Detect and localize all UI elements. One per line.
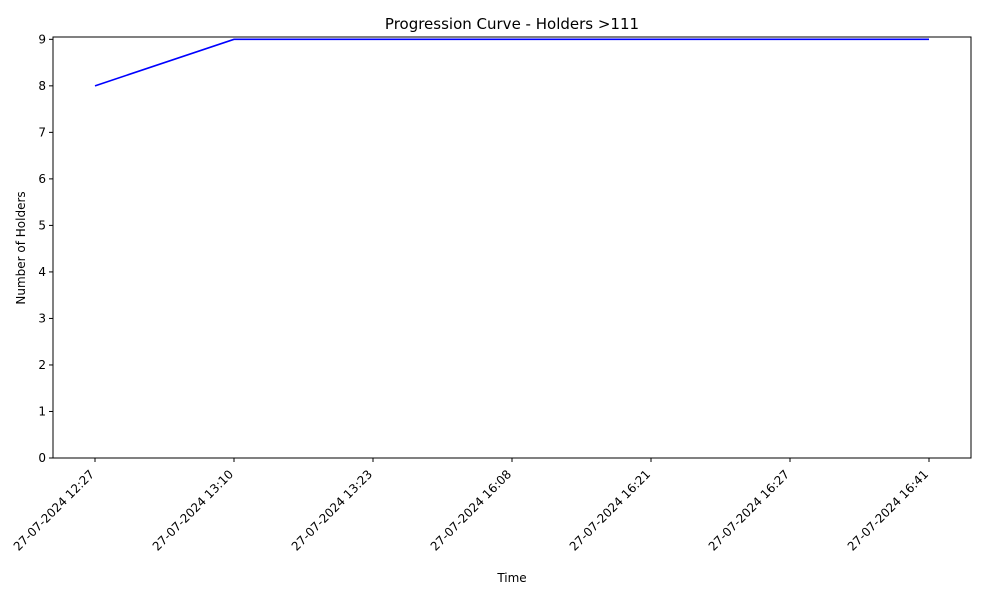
x-tick-label: 27-07-2024 13:23 bbox=[289, 467, 375, 553]
y-tick-label: 0 bbox=[38, 451, 46, 465]
x-tick-label: 27-07-2024 16:08 bbox=[428, 467, 514, 553]
x-tick-label: 27-07-2024 16:41 bbox=[845, 467, 931, 553]
y-tick-label: 1 bbox=[38, 404, 46, 418]
y-tick-label: 8 bbox=[38, 79, 46, 93]
series-line-0 bbox=[94, 38, 929, 87]
x-axis: 27-07-2024 12:27 27-07-2024 13:10 27-07-20… bbox=[11, 458, 931, 554]
chart-title: Progression Curve - Holders >111 bbox=[385, 15, 639, 33]
y-axis: 0 1 2 3 4 5 6 7 8 9 bbox=[38, 32, 53, 465]
x-tick-label: 27-07-2024 12:27 bbox=[11, 467, 97, 553]
y-tick-label: 2 bbox=[38, 358, 46, 372]
y-tick-label: 7 bbox=[38, 125, 46, 139]
plot-area bbox=[94, 38, 929, 87]
x-tick-label: 27-07-2024 16:27 bbox=[706, 467, 792, 553]
y-tick-label: 3 bbox=[38, 311, 46, 325]
y-tick-label: 6 bbox=[38, 172, 46, 186]
y-tick-label: 9 bbox=[38, 32, 46, 46]
x-tick-label: 27-07-2024 13:10 bbox=[150, 467, 236, 553]
x-axis-title: Time bbox=[496, 571, 526, 585]
plot-frame bbox=[52, 36, 972, 459]
y-axis-title: Number of Holders bbox=[14, 191, 28, 304]
y-tick-label: 5 bbox=[38, 218, 46, 232]
y-tick-label: 4 bbox=[38, 265, 46, 279]
x-tick-label: 27-07-2024 16:21 bbox=[567, 467, 653, 553]
